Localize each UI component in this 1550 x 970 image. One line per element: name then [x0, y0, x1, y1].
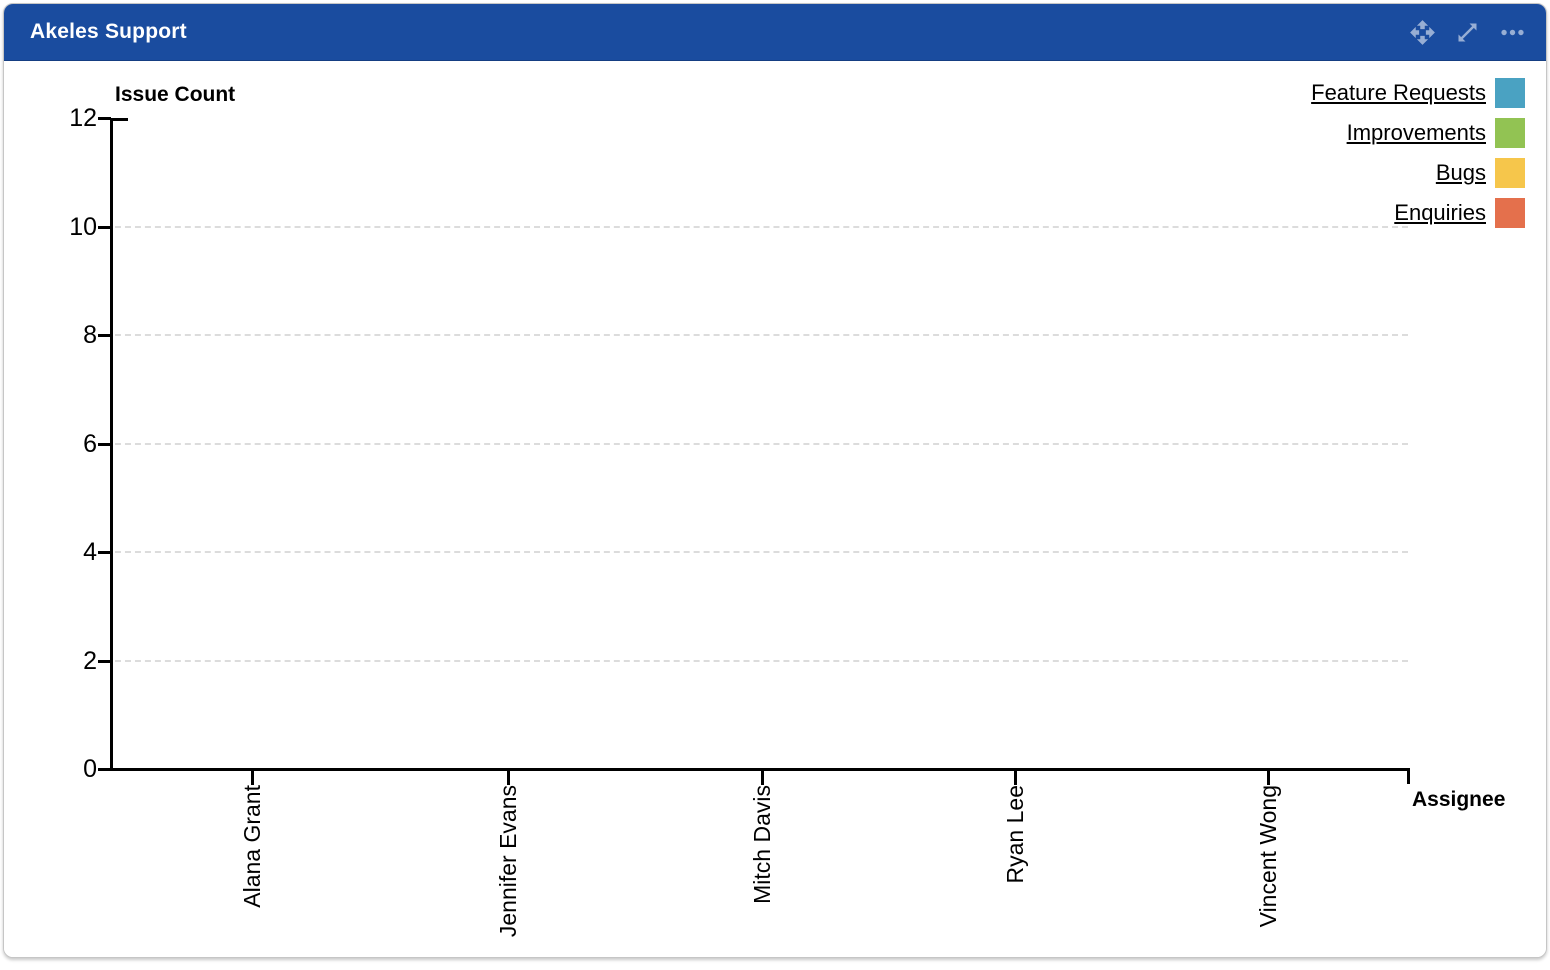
category-label: Mitch Davis	[749, 785, 775, 904]
y-axis-tick-label: 6	[83, 429, 97, 458]
legend-swatch	[1495, 198, 1525, 228]
gridline	[115, 551, 1408, 553]
x-axis-tick	[251, 771, 254, 785]
gridline	[115, 225, 1408, 228]
window-title: Akeles Support	[30, 20, 187, 43]
legend-label[interactable]: Improvements	[1346, 120, 1486, 145]
x-axis-title: Assignee	[1412, 788, 1506, 811]
x-axis-tick	[1267, 771, 1270, 785]
more-options-icon[interactable]	[1499, 19, 1526, 46]
chart-legend: Feature Requests Improvements Bugs Enquirie…	[1311, 78, 1525, 238]
x-axis-tick	[761, 771, 764, 785]
y-axis-tick-label: 8	[83, 321, 97, 349]
x-axis-line	[110, 768, 1410, 771]
y-axis-end-tick	[113, 118, 128, 121]
category-label: Jennifer Evans	[495, 785, 521, 938]
category-label: Alana Grant	[239, 785, 265, 908]
y-axis-tick	[98, 659, 111, 663]
y-axis-tick	[98, 551, 111, 554]
x-axis-end-tick	[1407, 771, 1410, 784]
y-axis-tick	[98, 334, 111, 337]
y-axis-tick	[98, 117, 111, 120]
x-axis-tick	[1014, 771, 1017, 785]
y-axis-tick-label: 0	[83, 755, 97, 783]
category-label: Vincent Wong	[1255, 785, 1281, 928]
legend-item: Enquiries	[1311, 198, 1525, 228]
gridline	[115, 659, 1408, 662]
category-label: Ryan Lee	[1002, 785, 1028, 884]
y-axis-tick	[98, 442, 111, 446]
legend-swatch	[1495, 118, 1525, 148]
y-axis-title: Issue Count	[115, 83, 236, 106]
legend-label[interactable]: Bugs	[1435, 160, 1486, 185]
legend-swatch	[1495, 158, 1525, 188]
gadget-window: Akeles Support Issue Count Assignee Feat…	[3, 3, 1547, 958]
gadget-header: Akeles Support	[4, 4, 1546, 61]
expand-icon[interactable]	[1454, 19, 1481, 46]
gridline	[115, 442, 1408, 445]
y-axis-tick-label: 10	[69, 212, 97, 241]
y-axis-tick	[98, 225, 111, 229]
legend-item: Feature Requests	[1311, 78, 1525, 108]
y-axis-tick-label: 4	[83, 538, 97, 566]
gridline	[115, 334, 1408, 336]
y-axis-tick-label: 12	[69, 104, 97, 132]
legend-item: Improvements	[1311, 118, 1525, 148]
y-axis-line	[110, 118, 113, 770]
chart-plot-area: Issue Count Assignee Feature Requests Imp…	[4, 61, 1546, 957]
legend-item: Bugs	[1311, 158, 1525, 188]
x-axis-tick	[507, 771, 510, 785]
y-axis-tick-label: 2	[83, 646, 97, 675]
y-axis-tick	[98, 768, 111, 771]
legend-swatch	[1495, 78, 1525, 108]
legend-label[interactable]: Feature Requests	[1311, 80, 1486, 105]
move-icon[interactable]	[1409, 19, 1436, 46]
legend-label[interactable]: Enquiries	[1394, 200, 1486, 225]
header-controls	[1409, 19, 1526, 46]
